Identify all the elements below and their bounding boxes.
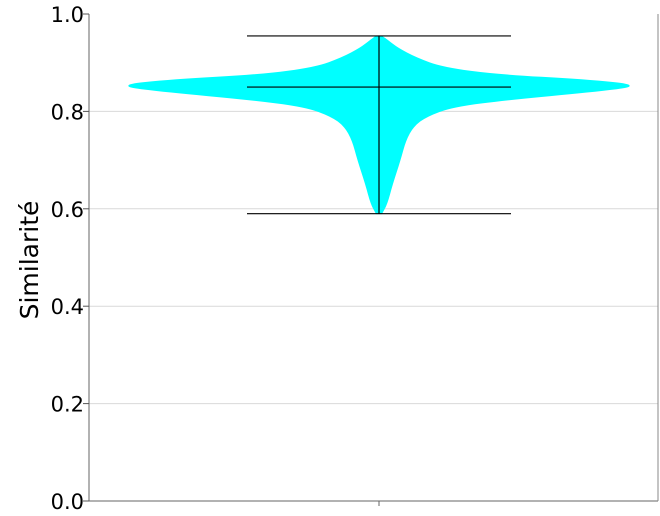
axes (88, 14, 659, 506)
y-tick-label: 1.0 (51, 3, 84, 27)
y-tick-labels: 0.0 0.2 0.4 0.6 0.8 1.0 (51, 3, 89, 514)
y-tick-label: 0.6 (51, 198, 84, 222)
violin-stat-lines (247, 35, 511, 215)
y-tick-label: 0.4 (51, 295, 84, 319)
y-axis-label: Similarité (15, 201, 44, 320)
y-tick-label: 0.2 (51, 393, 84, 417)
y-tick-label: 0.8 (51, 100, 84, 124)
y-tick-label: 0.0 (51, 490, 84, 514)
